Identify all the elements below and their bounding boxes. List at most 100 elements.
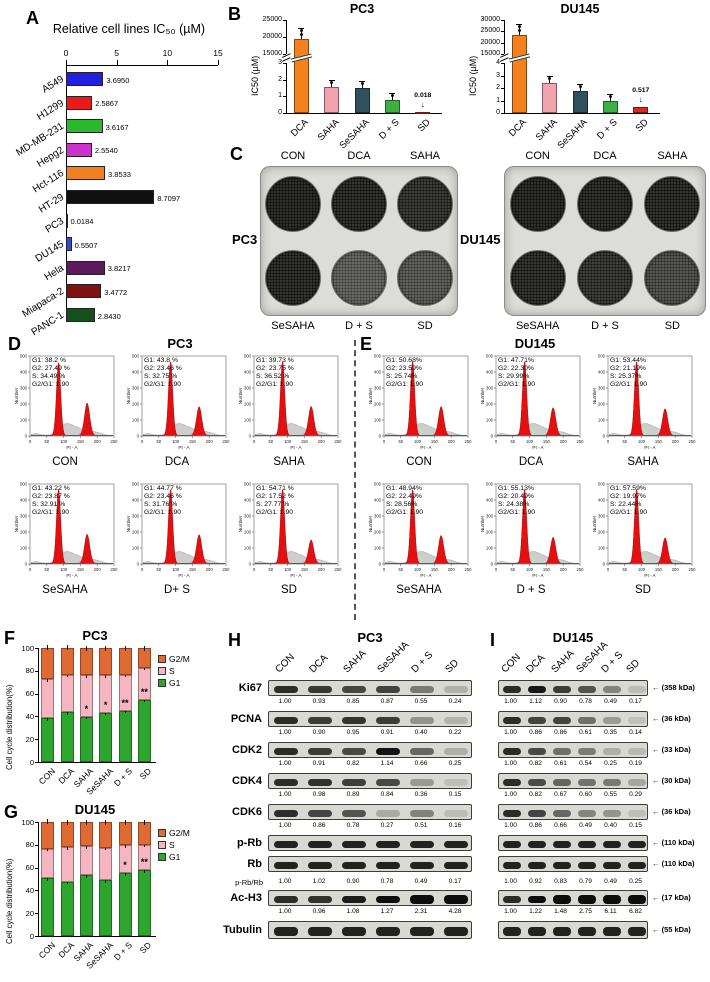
protein-band [443, 716, 469, 724]
stack-segment [41, 821, 55, 849]
stat-line: G1: 43.8 % [144, 357, 179, 364]
svg-text:100: 100 [60, 567, 68, 572]
band-value: 0.49 [414, 878, 428, 885]
axis-tick-label: 20000 [262, 33, 282, 40]
svg-text:400: 400 [598, 370, 606, 375]
data-point-dot [330, 81, 334, 85]
protein-band [375, 895, 401, 903]
svg-text:400: 400 [374, 498, 382, 503]
svg-text:300: 300 [486, 386, 494, 391]
band-value: 0.83 [554, 878, 567, 885]
stat-line: G2: 23.46 % [144, 493, 182, 500]
svg-text:Number: Number [368, 515, 373, 532]
band-value: 0.36 [414, 791, 428, 798]
kda-label: ← (17 kDa) [652, 893, 691, 902]
svg-text:500: 500 [486, 354, 494, 359]
axis-tick-label: 15000 [480, 50, 500, 57]
axis-tick-label: 30000 [480, 16, 500, 23]
panel-e-flow-cytometry: 0 100 200 300 400 500 0 50 100 150 200 250 PI - A Num… [366, 352, 706, 602]
stat-line: G1: 54.71 % [256, 485, 294, 492]
panel-a-title: Relative cell lines IC₅₀ (µM) [52, 22, 206, 36]
axis-line [283, 54, 286, 55]
axis-line [218, 60, 219, 65]
flow-plot: 0 100 200 300 400 500 0 50 100 150 200 250 PI - A Num… [12, 352, 118, 472]
stack-segment [41, 878, 55, 936]
stat-line: G1: 43.22 % [32, 485, 70, 492]
bar-value-label: 0.0184 [70, 217, 94, 227]
culture-well [644, 250, 701, 306]
axis-tick-label: 10 [162, 48, 173, 58]
band-value: 0.95 [346, 729, 360, 736]
band-value: 0.49 [604, 878, 617, 885]
axis-tick-label: 4 [496, 59, 500, 66]
band-value: 2.75 [579, 908, 592, 915]
flow-histogram: 0 100 200 300 400 500 0 50 100 150 200 250 PI - A Num… [592, 354, 696, 451]
stack-segment [99, 648, 113, 676]
significance-mark: * [103, 699, 108, 710]
axis-line [298, 28, 305, 30]
svg-text:PI - A: PI - A [66, 445, 78, 450]
protein-label: p-Rb [236, 837, 262, 849]
band-value: 1.27 [380, 908, 394, 915]
svg-text:150: 150 [189, 439, 197, 444]
stat-line: G1: 55.13% [498, 485, 534, 492]
axis-line [35, 716, 38, 718]
axis-tick-label: 80 [25, 840, 34, 850]
lane-label: DCA [307, 652, 331, 676]
legend-swatch [158, 655, 166, 663]
svg-text:100: 100 [414, 567, 422, 572]
axis-line [35, 936, 38, 937]
flow-stats: G1: 57.59% G2: 19.97% S: 22.44% G2/G1: 1.90 [610, 485, 694, 517]
bar-value-label: 3.4772 [104, 287, 128, 297]
panel-d-flow-cytometry: 0 100 200 300 400 500 0 50 100 150 200 250 PI - A Num… [12, 352, 352, 602]
axis-line [38, 822, 39, 936]
bar [66, 72, 104, 86]
protein-band [443, 809, 469, 817]
band-value: 0.40 [604, 822, 617, 829]
protein-band [577, 778, 596, 786]
band-value: 1.02 [312, 878, 326, 885]
stat-line: G2: 21.19% [610, 365, 646, 372]
band-value: 1.00 [278, 698, 292, 705]
stack-segment [60, 881, 74, 936]
svg-text:Number: Number [238, 515, 243, 532]
protein-band [577, 861, 596, 869]
svg-text:500: 500 [20, 482, 28, 487]
protein-band [341, 926, 367, 936]
band-value: 0.60 [579, 791, 592, 798]
data-point-dot [517, 25, 521, 29]
bar [66, 190, 155, 204]
stat-line: G2: 27.49 % [32, 365, 70, 372]
flow-plot: 0 100 200 300 400 500 0 50 100 150 200 250 PI - A Num… [366, 352, 472, 472]
protein-band [273, 685, 299, 693]
panel-letter-e: E [360, 334, 373, 354]
protein-band [502, 685, 521, 693]
chart-title: DU145 [74, 802, 116, 817]
protein-label: p-Rb/Rb [235, 878, 263, 887]
panel-i-western-blots: DU145 CON DCA SAHA SeSAHA D + S SD ← (358 kDa)… [486, 628, 710, 980]
stat-line: G2/G1: 1.90 [386, 381, 424, 388]
legend: G2/M S G1 [158, 828, 190, 864]
protein-band [577, 809, 596, 817]
flow-histogram: 0 100 200 300 400 500 0 50 100 150 200 250 PI - A Num… [238, 354, 342, 451]
legend-label: S [169, 840, 175, 850]
legend-item: G2/M [158, 654, 190, 664]
error-tick [85, 819, 87, 825]
band-value: 1.00 [278, 729, 292, 736]
legend-label: G1 [169, 678, 181, 688]
svg-text:200: 200 [20, 530, 28, 535]
significance-mark: ** [140, 686, 148, 697]
protein-band [375, 778, 401, 786]
svg-text:250: 250 [577, 567, 585, 572]
lane-label: SD [443, 657, 462, 676]
stat-line: S: 25.74% [386, 373, 418, 380]
bar [66, 213, 68, 228]
protein-band [307, 926, 333, 936]
chart-title: PC3 [82, 628, 108, 643]
svg-text:500: 500 [486, 482, 494, 487]
kda-label: ← (110 kDa) [652, 838, 695, 847]
cell-line-label: DU145 [460, 232, 501, 247]
condition-label: D + S [516, 584, 546, 596]
svg-text:PI - A: PI - A [178, 573, 190, 578]
axis-tick-label: 2 [278, 75, 282, 83]
